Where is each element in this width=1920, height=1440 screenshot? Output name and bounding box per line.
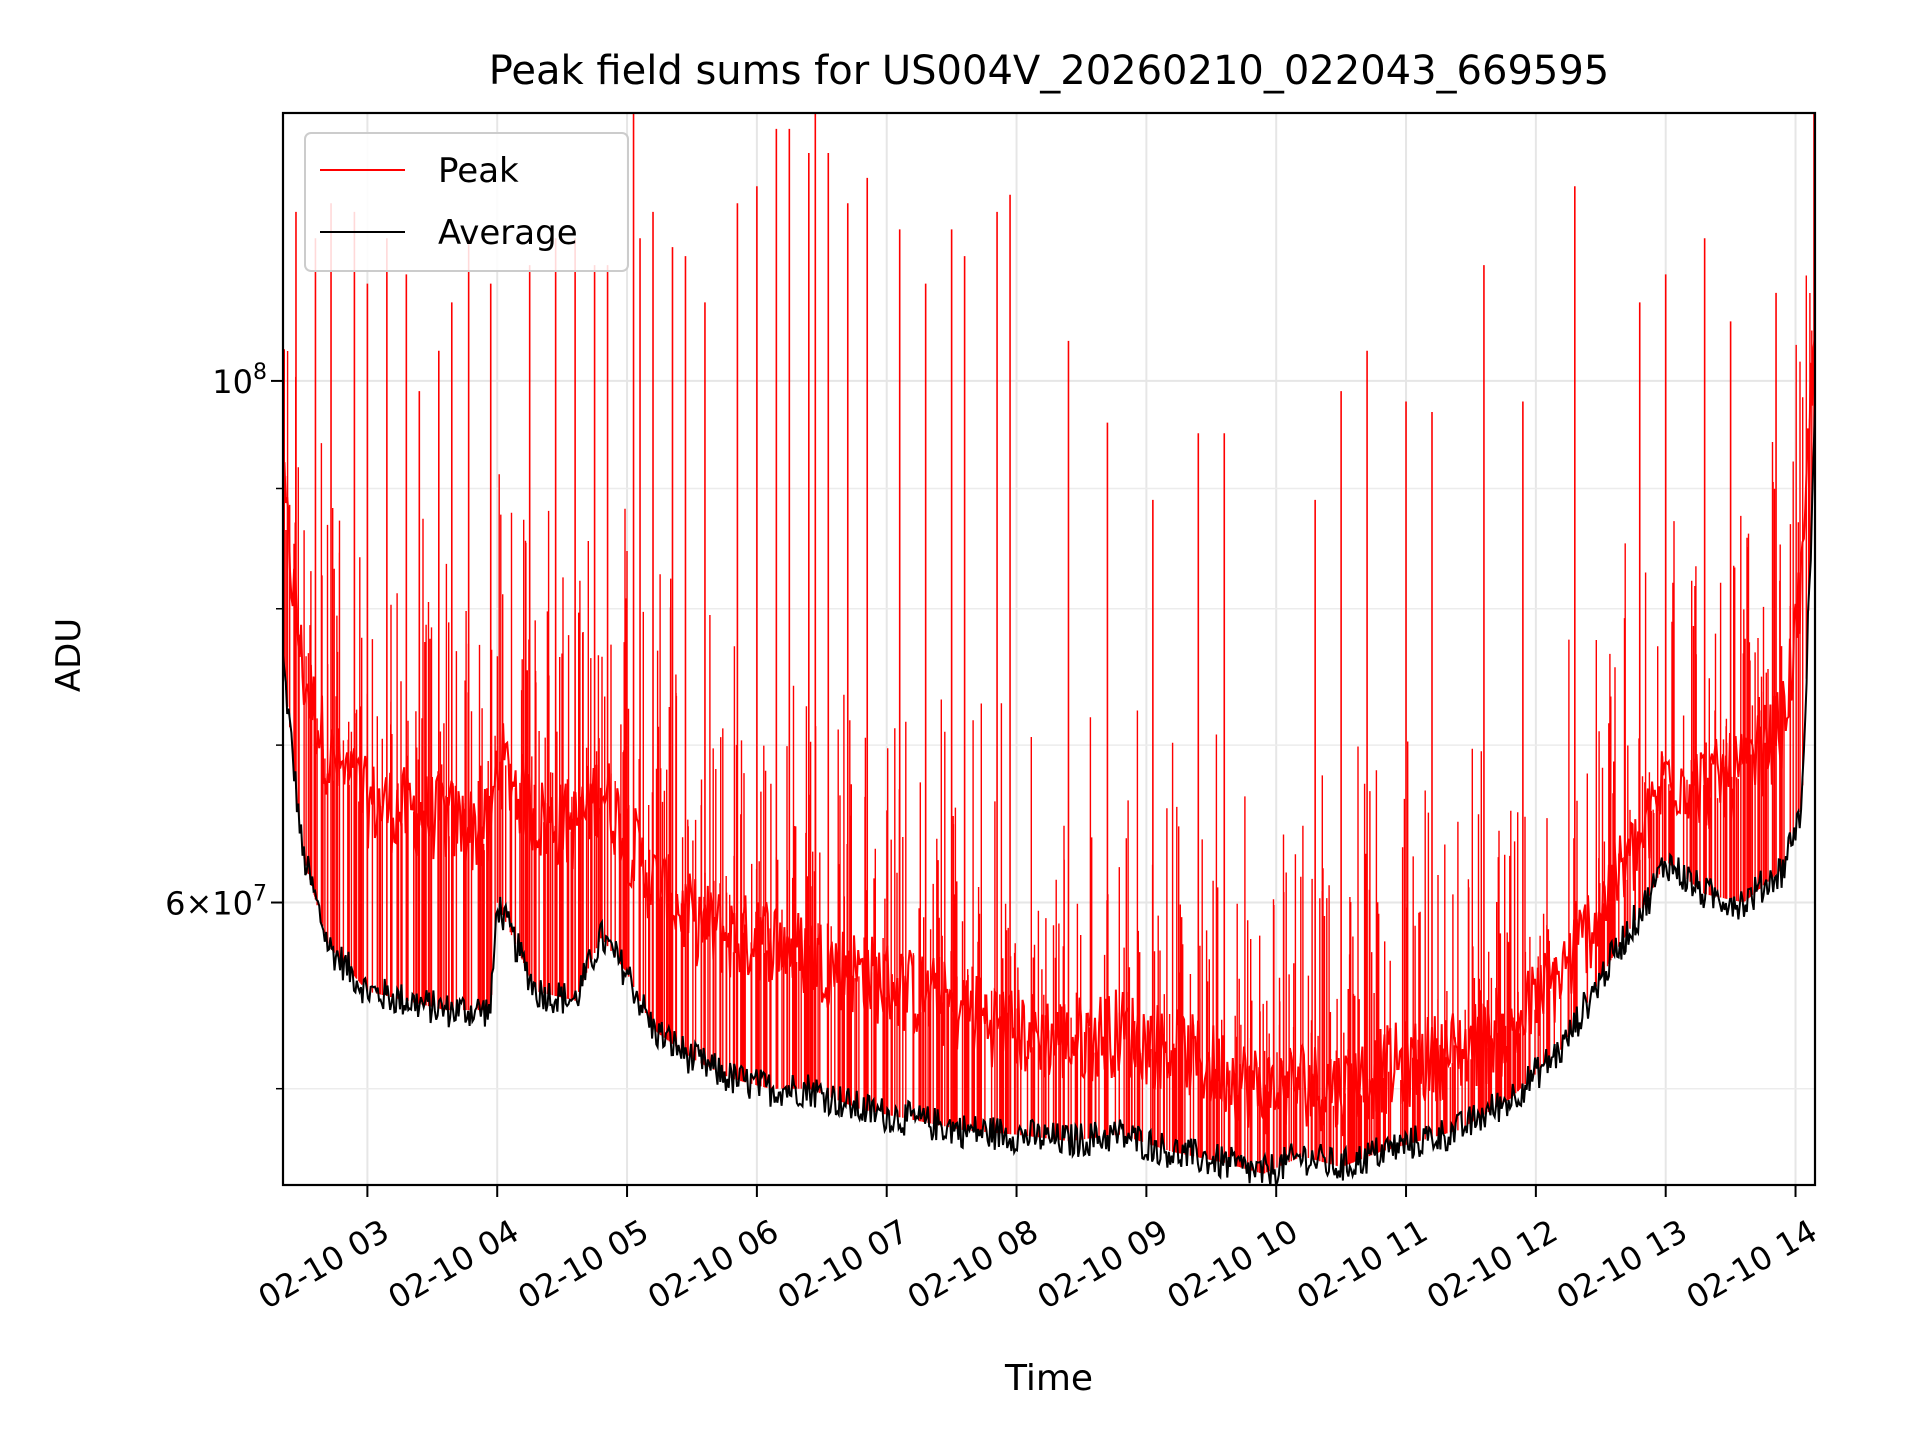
chart-title: Peak field sums for US004V_20260210_0220… (489, 48, 1610, 94)
series-layer (283, 113, 1815, 1185)
legend-label-average: Average (438, 213, 578, 253)
series-line-average (283, 408, 1815, 1185)
y-tick-label: 6×107 (165, 882, 267, 923)
axes (281, 111, 1817, 1187)
y-tick-label: 108 (212, 360, 267, 401)
legend-label-peak: Peak (438, 151, 519, 191)
series-line-peak (283, 334, 1815, 1137)
legend: Peak Average (304, 132, 629, 272)
plot-frame (281, 111, 1817, 1187)
y-axis-label: ADU (49, 618, 89, 692)
legend-frame (304, 132, 629, 272)
x-axis-label: Time (1004, 1358, 1093, 1399)
